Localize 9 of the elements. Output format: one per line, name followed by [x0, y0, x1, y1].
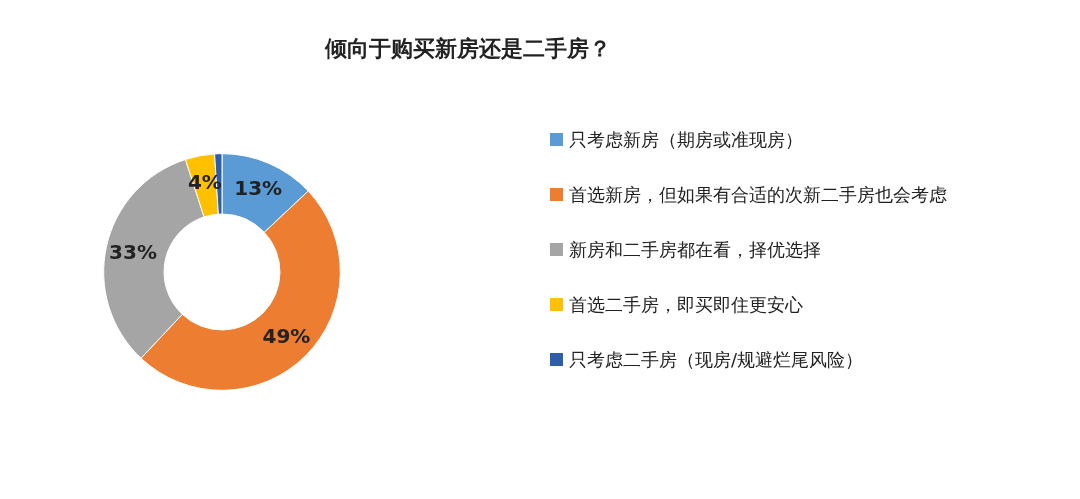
legend-label: 首选新房，但如果有合适的次新二手房也会考虑 — [569, 184, 947, 205]
legend-label: 只考虑二手房（现房/规避烂尾风险） — [569, 349, 864, 370]
legend-label: 首选二手房，即买即住更安心 — [569, 294, 803, 315]
data-label: 49% — [262, 324, 311, 349]
legend-label: 新房和二手房都在看，择优选择 — [569, 239, 821, 260]
legend-label: 只考虑新房（期房或准现房） — [569, 129, 803, 150]
chart-title: 倾向于购买新房还是二手房？ — [324, 35, 611, 61]
data-label: 33% — [109, 240, 157, 265]
data-label: 13% — [234, 176, 283, 201]
